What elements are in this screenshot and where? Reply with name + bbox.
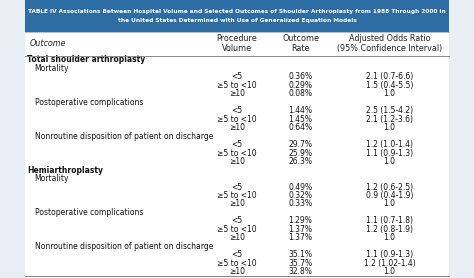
Text: 1.2 (1.0-1.4): 1.2 (1.0-1.4) (366, 140, 413, 149)
Text: 1.1 (0.9-1.3): 1.1 (0.9-1.3) (366, 250, 413, 259)
Text: ≥10: ≥10 (229, 89, 245, 98)
FancyBboxPatch shape (25, 0, 449, 32)
Text: 1.2 (1.02-1.4): 1.2 (1.02-1.4) (364, 259, 415, 268)
Text: 1.5 (0.4-5.5): 1.5 (0.4-5.5) (366, 81, 413, 90)
FancyBboxPatch shape (25, 32, 449, 278)
Text: 1.1 (0.9-1.3): 1.1 (0.9-1.3) (366, 149, 413, 158)
Text: 0.08%: 0.08% (289, 89, 312, 98)
Text: 1.37%: 1.37% (289, 225, 312, 234)
Text: <5: <5 (231, 183, 243, 192)
Text: Postoperative complications: Postoperative complications (35, 208, 143, 217)
Text: 1.29%: 1.29% (289, 217, 312, 225)
Text: ≥5 to <10: ≥5 to <10 (217, 259, 257, 268)
Text: 0.33%: 0.33% (289, 200, 312, 208)
Text: Adjusted Odds Ratio
(95% Confidence Interval): Adjusted Odds Ratio (95% Confidence Inte… (337, 34, 442, 53)
Text: 1.0: 1.0 (383, 234, 395, 242)
Text: <5: <5 (231, 217, 243, 225)
Text: 35.7%: 35.7% (289, 259, 312, 268)
Text: 0.29%: 0.29% (289, 81, 312, 90)
Text: Procedure
Volume: Procedure Volume (217, 34, 257, 53)
Text: ≥5 to <10: ≥5 to <10 (217, 115, 257, 124)
Text: ≥10: ≥10 (229, 123, 245, 132)
Text: ≥5 to <10: ≥5 to <10 (217, 225, 257, 234)
Text: <5: <5 (231, 72, 243, 81)
Text: Mortality: Mortality (35, 174, 69, 183)
Text: 2.1 (1.2-3.6): 2.1 (1.2-3.6) (366, 115, 413, 124)
Text: 1.0: 1.0 (383, 123, 395, 132)
Text: 0.49%: 0.49% (289, 183, 312, 192)
Text: ≥5 to <10: ≥5 to <10 (217, 81, 257, 90)
Text: 0.9 (0.4-1.9): 0.9 (0.4-1.9) (366, 191, 413, 200)
Text: TABLE IV Associations Between Hospital Volume and Selected Outcomes of Shoulder : TABLE IV Associations Between Hospital V… (28, 9, 446, 14)
Text: 32.8%: 32.8% (289, 267, 312, 276)
Text: 35.1%: 35.1% (289, 250, 312, 259)
Text: 0.36%: 0.36% (289, 72, 312, 81)
Text: 26.3%: 26.3% (289, 157, 312, 166)
Text: 2.1 (0.7-6.6): 2.1 (0.7-6.6) (366, 72, 413, 81)
Text: ≥10: ≥10 (229, 200, 245, 208)
Text: ≥5 to <10: ≥5 to <10 (217, 191, 257, 200)
Text: ≥10: ≥10 (229, 267, 245, 276)
Text: 1.37%: 1.37% (289, 234, 312, 242)
Text: 1.45%: 1.45% (289, 115, 312, 124)
Text: <5: <5 (231, 250, 243, 259)
Text: 29.7%: 29.7% (289, 140, 312, 149)
Text: Mortality: Mortality (35, 64, 69, 73)
Text: Outcome: Outcome (29, 39, 66, 48)
Text: Outcome
Rate: Outcome Rate (282, 34, 319, 53)
Text: 1.0: 1.0 (383, 267, 395, 276)
Text: 1.44%: 1.44% (289, 106, 312, 115)
Text: the United States Determined with Use of Generalized Equation Models: the United States Determined with Use of… (118, 18, 356, 23)
Text: 25.9%: 25.9% (289, 149, 312, 158)
Text: 1.0: 1.0 (383, 89, 395, 98)
Text: ≥5 to <10: ≥5 to <10 (217, 149, 257, 158)
Text: Nonroutine disposition of patient on discharge: Nonroutine disposition of patient on dis… (35, 132, 213, 141)
Text: <5: <5 (231, 106, 243, 115)
Text: Nonroutine disposition of patient on discharge: Nonroutine disposition of patient on dis… (35, 242, 213, 251)
Text: Hemiarthroplasty: Hemiarthroplasty (27, 166, 103, 175)
Text: 1.2 (0.8-1.9): 1.2 (0.8-1.9) (366, 225, 413, 234)
Text: 1.0: 1.0 (383, 200, 395, 208)
Text: <5: <5 (231, 140, 243, 149)
Text: 1.2 (0.6-2.5): 1.2 (0.6-2.5) (366, 183, 413, 192)
Text: ≥10: ≥10 (229, 234, 245, 242)
Text: ≥10: ≥10 (229, 157, 245, 166)
Text: 1.0: 1.0 (383, 157, 395, 166)
Text: 2.5 (1.5-4.2): 2.5 (1.5-4.2) (366, 106, 413, 115)
Text: 0.64%: 0.64% (289, 123, 312, 132)
Text: 1.1 (0.7-1.8): 1.1 (0.7-1.8) (366, 217, 413, 225)
Text: Postoperative complications: Postoperative complications (35, 98, 143, 107)
Text: Total shoulder arthroplasty: Total shoulder arthroplasty (27, 55, 146, 64)
Text: 0.32%: 0.32% (289, 191, 312, 200)
